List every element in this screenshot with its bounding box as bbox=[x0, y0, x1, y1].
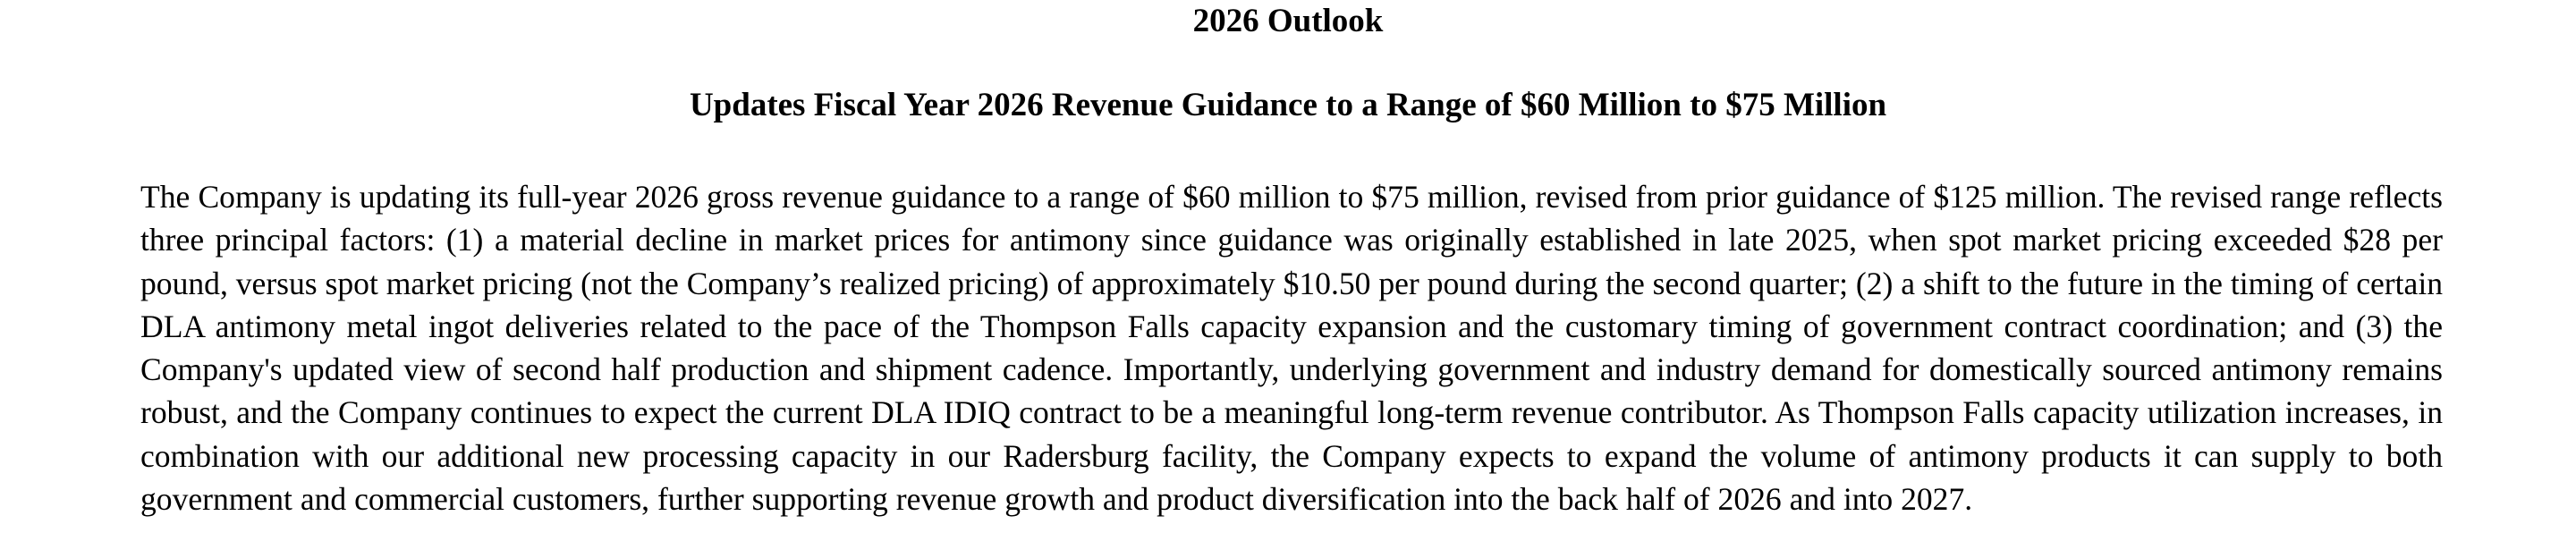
section-subtitle: Updates Fiscal Year 2026 Revenue Guidanc… bbox=[689, 87, 1887, 123]
section-title: 2026 Outlook bbox=[1192, 3, 1384, 39]
body-paragraph: The Company is updating its full-year 20… bbox=[140, 179, 2443, 518]
